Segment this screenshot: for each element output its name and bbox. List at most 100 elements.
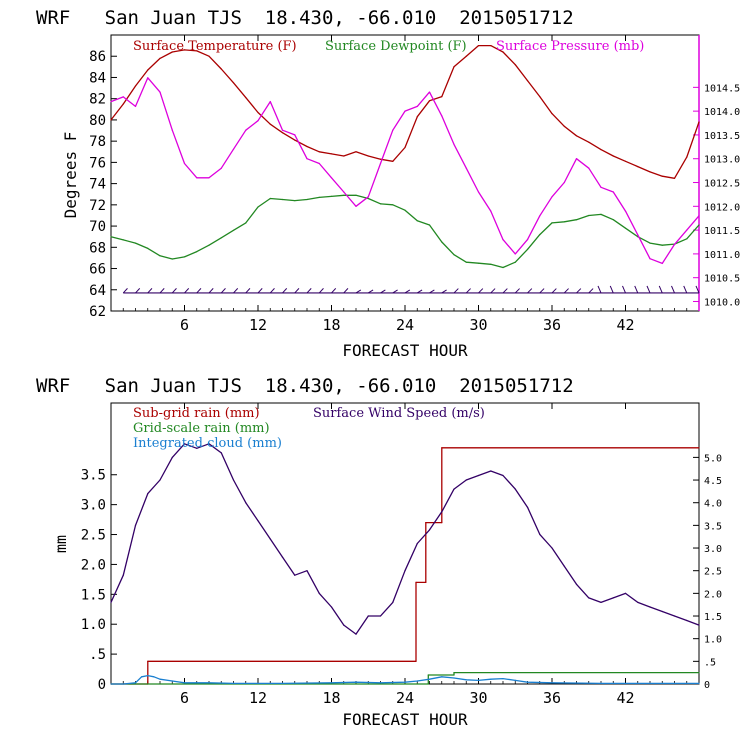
data-point-surface-wind-speed-m-s: [122, 574, 124, 576]
data-point-surface-temperature-f: [453, 66, 455, 68]
data-point-surface-dewpoint-f: [330, 195, 333, 197]
data-point-surface-pressure-mb: [392, 129, 394, 131]
top-y-tick-label: 84: [89, 70, 106, 86]
data-point-surface-pressure-mb: [122, 96, 124, 98]
wind-barb: [646, 285, 651, 294]
data-point-surface-wind-speed-m-s: [575, 583, 578, 585]
data-point-surface-wind-speed-m-s: [392, 601, 394, 604]
top-y-ticks: 62 64 66 68 70 72 74 76 78 80 82 84 86: [89, 49, 117, 320]
data-point-surface-temperature-f: [122, 103, 124, 105]
top-y2-ticks: 1010.0 1010.5 1011.0 1011.5 1012.0 1012.5 1013…: [693, 83, 740, 308]
data-point-surface-dewpoint-f: [588, 214, 590, 217]
data-point-surface-temperature-f: [649, 171, 651, 173]
data-point-surface-pressure-mb: [502, 239, 504, 241]
wind-barb: [196, 288, 202, 294]
data-point-surface-temperature-f: [330, 153, 333, 155]
bot-x-tick-label-12: 12: [249, 689, 267, 707]
bot-y2-tick-label: 0: [704, 680, 710, 691]
bottom-series-layer: [110, 443, 700, 685]
data-point-surface-wind-speed-m-s: [649, 606, 651, 608]
wind-barb: [355, 289, 362, 294]
data-point-surface-pressure-mb: [526, 239, 529, 241]
data-point-surface-wind-speed-m-s: [588, 597, 590, 599]
data-point-surface-temperature-f: [379, 158, 382, 160]
bot-x-tick-label-42: 42: [616, 689, 634, 707]
data-point-integrated-cloud-mm: [441, 676, 443, 678]
data-point-surface-wind-speed-m-s: [281, 556, 284, 558]
data-point-integrated-cloud-mm: [526, 681, 529, 683]
top-y2-tick-label: 1014.0: [704, 107, 740, 118]
wind-barb: [671, 285, 675, 294]
data-point-surface-wind-speed-m-s: [404, 570, 406, 572]
data-point-surface-pressure-mb: [686, 229, 688, 231]
data-point-sub-grid-rain-mm: [425, 581, 427, 584]
data-point-surface-pressure-mb: [551, 196, 553, 198]
wind-barb: [441, 289, 447, 294]
data-point-surface-temperature-f: [343, 155, 345, 157]
data-point-surface-wind-speed-m-s: [171, 456, 173, 458]
data-point-surface-temperature-f: [232, 82, 235, 84]
wind-barb: [171, 288, 177, 294]
data-point-surface-pressure-mb: [367, 196, 369, 198]
bot-y2-tick-label: 4.0: [704, 499, 722, 510]
wind-barb: [122, 288, 128, 294]
data-point-surface-temperature-f: [477, 45, 480, 47]
data-point-surface-temperature-f: [147, 69, 149, 71]
data-point-surface-wind-speed-m-s: [441, 511, 443, 513]
data-point-grid-scale-rain-mm: [427, 683, 429, 685]
wind-barb: [539, 288, 545, 294]
data-point-surface-wind-speed-m-s: [551, 547, 553, 549]
data-point-surface-pressure-mb: [196, 177, 198, 179]
series-line-surface-pressure-mb: [110, 77, 700, 265]
series-line-grid-scale-rain-mm: [111, 671, 699, 685]
data-point-surface-dewpoint-f: [600, 213, 602, 215]
data-point-surface-wind-speed-m-s: [428, 529, 431, 531]
data-point-surface-temperature-f: [526, 80, 529, 82]
top-y-tick-label: 72: [89, 198, 106, 214]
data-point-surface-dewpoint-f: [318, 196, 320, 198]
wind-barb: [453, 288, 459, 294]
top-y-tick-label: 86: [89, 49, 106, 65]
data-point-surface-pressure-mb: [441, 115, 443, 117]
data-point-surface-pressure-mb: [612, 191, 614, 193]
data-point-surface-pressure-mb: [232, 148, 235, 150]
data-point-surface-pressure-mb: [477, 191, 480, 193]
data-point-integrated-cloud-mm: [183, 682, 186, 684]
wind-barb: [392, 289, 398, 294]
top-y2-tick-label: 1011.0: [704, 250, 740, 261]
data-point-surface-pressure-mb: [110, 101, 112, 103]
wind-barb: [576, 288, 582, 294]
wind-barb: [658, 285, 663, 294]
data-point-surface-wind-speed-m-s: [661, 610, 663, 613]
bot-x-tick-label-24: 24: [396, 689, 414, 707]
top-x-ticks: 6 12 18 24 30 36 42: [122, 35, 688, 334]
top-y-axis-label: Degrees F: [61, 132, 80, 219]
data-point-surface-pressure-mb: [600, 186, 602, 188]
data-point-surface-temperature-f: [171, 51, 173, 53]
data-point-integrated-cloud-mm: [416, 680, 418, 682]
data-point-surface-wind-speed-m-s: [490, 470, 492, 472]
data-point-surface-dewpoint-f: [196, 251, 198, 253]
bot-y-tick-label: 0: [98, 677, 106, 693]
data-point-surface-wind-speed-m-s: [257, 520, 259, 522]
data-point-surface-temperature-f: [612, 155, 614, 157]
bot-y2-tick-label: 3.5: [704, 521, 722, 532]
data-point-surface-dewpoint-f: [477, 262, 480, 264]
data-point-surface-wind-speed-m-s: [343, 624, 345, 626]
top-y-tick-label: 80: [89, 113, 106, 129]
data-point-surface-dewpoint-f: [379, 203, 382, 205]
data-point-surface-temperature-f: [428, 100, 431, 102]
data-point-surface-temperature-f: [196, 50, 198, 52]
data-point-surface-dewpoint-f: [355, 194, 357, 196]
data-point-surface-dewpoint-f: [490, 263, 492, 265]
data-point-surface-temperature-f: [637, 166, 639, 168]
data-point-surface-wind-speed-m-s: [134, 524, 137, 527]
wind-barb: [331, 288, 337, 294]
top-y-tick-label: 66: [89, 262, 106, 278]
data-point-surface-temperature-f: [673, 177, 676, 179]
data-point-surface-dewpoint-f: [257, 206, 259, 208]
wind-barb: [502, 288, 508, 294]
data-point-surface-dewpoint-f: [147, 247, 149, 249]
wind-barb: [208, 288, 214, 294]
top-x-tick-label-18: 18: [322, 316, 340, 334]
